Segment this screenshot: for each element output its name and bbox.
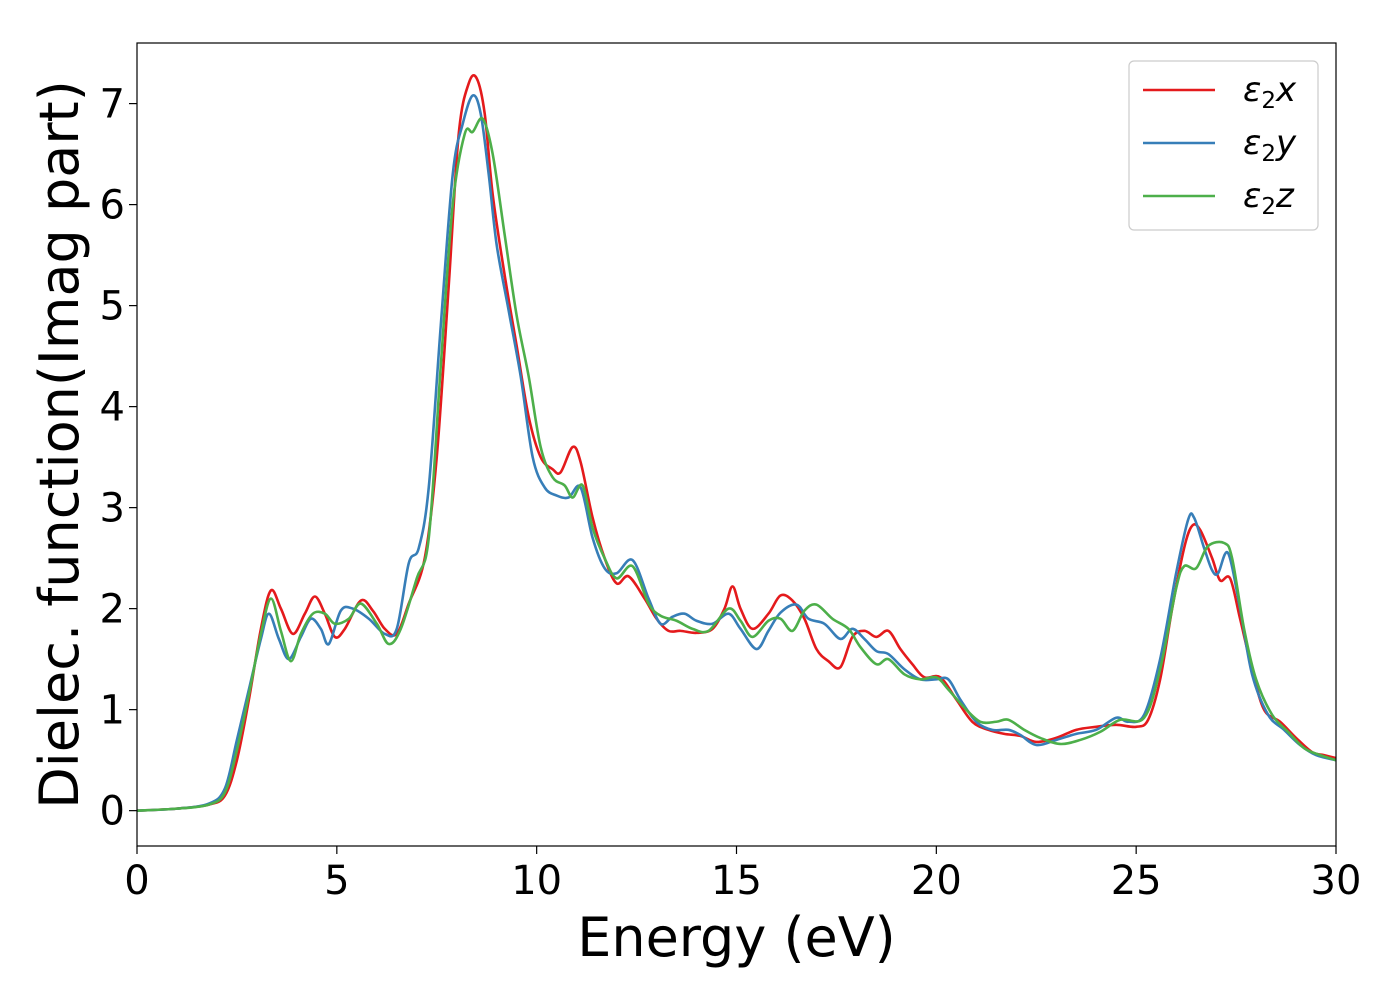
legend-label: ε2y (1243, 123, 1297, 167)
legend-label: ε2x (1243, 70, 1297, 114)
x-tick-label: 0 (124, 858, 149, 904)
legend-box (1128, 60, 1319, 231)
x-tick-label: 15 (711, 858, 762, 904)
y-tick-label: 6 (100, 183, 125, 229)
y-axis: 0 1 2 3 4 5 6 7 (100, 82, 137, 835)
y-tick-label: 5 (100, 284, 125, 330)
legend-entry-z: ε2z (1143, 176, 1295, 220)
x-axis-title: Energy (eV) (577, 906, 896, 969)
legend-entry-y: ε2y (1143, 123, 1297, 167)
y-axis-title: Dielec. function(Imag part) (28, 80, 91, 809)
y-tick-label: 7 (100, 82, 125, 128)
plot-lines (137, 74, 1336, 812)
x-tick-label: 25 (1111, 858, 1162, 904)
legend: ε2x ε2y ε2z (1128, 60, 1319, 231)
y-tick-label: 2 (100, 587, 125, 633)
series-line-z (137, 116, 1336, 812)
y-tick-label: 0 (100, 789, 125, 835)
legend-entry-x: ε2x (1143, 70, 1297, 114)
legend-label: ε2z (1243, 176, 1295, 220)
y-tick-label: 3 (100, 486, 125, 532)
x-tick-label: 20 (911, 858, 962, 904)
x-axis: 0 5 10 15 20 25 30 (124, 846, 1361, 904)
x-tick-label: 10 (511, 858, 562, 904)
x-tick-label: 5 (324, 858, 349, 904)
y-tick-label: 1 (100, 688, 125, 734)
y-tick-label: 4 (100, 385, 125, 431)
x-tick-label: 30 (1311, 858, 1362, 904)
